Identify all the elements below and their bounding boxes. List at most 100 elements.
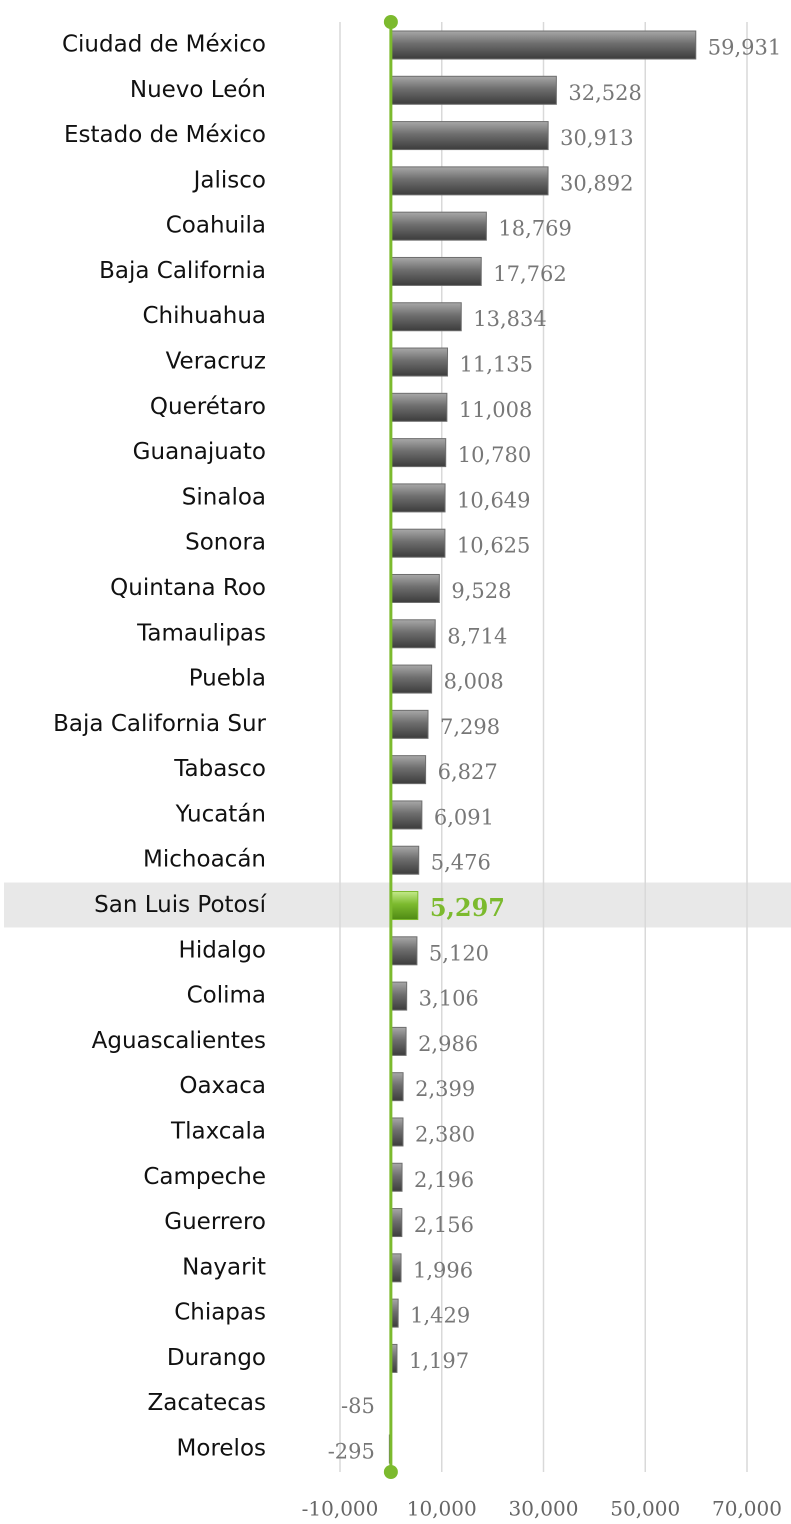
value-label: 10,649 — [457, 488, 530, 512]
category-label: Tamaulipas — [136, 620, 266, 646]
category-label: Puebla — [189, 666, 266, 692]
category-label: San Luis Potosí — [94, 892, 266, 918]
category-label: Estado de México — [64, 122, 266, 148]
category-label: Baja California — [99, 258, 266, 284]
category-label: Nuevo León — [130, 77, 266, 103]
bar — [390, 800, 423, 830]
value-label: 5,120 — [429, 941, 489, 965]
category-label: Michoacán — [143, 847, 266, 873]
category-label: Coahuila — [166, 213, 266, 239]
value-label: -295 — [328, 1440, 375, 1464]
category-label: Sonora — [185, 530, 266, 556]
bar — [390, 755, 427, 785]
category-label: Quintana Roo — [110, 575, 266, 601]
category-label: Zacatecas — [148, 1390, 266, 1416]
value-label: 59,931 — [708, 36, 781, 60]
bar — [390, 75, 557, 105]
category-label: Morelos — [177, 1436, 266, 1462]
category-label: Veracruz — [166, 349, 266, 375]
category-label: Colima — [187, 983, 266, 1009]
category-label: Hidalgo — [179, 937, 266, 963]
bar — [390, 166, 549, 196]
bar — [390, 121, 549, 151]
category-label: Jalisco — [192, 167, 266, 193]
bar — [390, 392, 448, 422]
bar — [390, 891, 419, 921]
bar — [390, 981, 408, 1011]
value-label: 9,528 — [451, 579, 511, 603]
value-label: 30,913 — [560, 126, 633, 150]
bar — [390, 528, 446, 558]
value-label: 17,762 — [493, 262, 566, 286]
category-label: Sinaloa — [182, 484, 266, 510]
x-tick-label: 10,000 — [407, 1497, 477, 1521]
value-label: 32,528 — [568, 81, 641, 105]
x-tick-label: -10,000 — [302, 1497, 379, 1521]
category-label: Ciudad de México — [62, 32, 266, 58]
bar — [390, 573, 440, 603]
value-label: 1,996 — [413, 1258, 473, 1282]
value-label: 1,429 — [410, 1304, 470, 1328]
bar — [390, 302, 462, 332]
category-label: Nayarit — [182, 1254, 266, 1280]
value-label: 11,135 — [460, 353, 533, 377]
bar — [390, 936, 418, 966]
category-label: Guerrero — [164, 1209, 266, 1235]
bar — [390, 619, 436, 649]
category-label: Tabasco — [173, 756, 266, 782]
category-label: Aguascalientes — [92, 1028, 266, 1054]
x-tick-label: 70,000 — [712, 1497, 782, 1521]
category-label: Yucatán — [175, 801, 266, 827]
bar — [390, 1208, 403, 1238]
value-label: 2,399 — [415, 1077, 475, 1101]
value-label: 6,827 — [438, 760, 498, 784]
bar — [390, 211, 487, 241]
value-label: 5,297 — [430, 893, 505, 922]
bar — [390, 1162, 403, 1192]
bar — [390, 256, 482, 286]
category-label: Querétaro — [150, 394, 266, 420]
value-label: 30,892 — [560, 171, 633, 195]
bar — [390, 483, 446, 513]
category-label: Oaxaca — [179, 1073, 266, 1099]
value-label: 6,091 — [434, 805, 494, 829]
category-label: Guanajuato — [133, 439, 266, 465]
bar — [390, 845, 420, 875]
value-label: 8,008 — [444, 670, 504, 694]
value-label: 11,008 — [459, 398, 532, 422]
category-label: Baja California Sur — [53, 711, 266, 737]
bar — [390, 347, 449, 377]
bar — [390, 30, 697, 60]
bar — [390, 1253, 402, 1283]
value-label: 13,834 — [473, 307, 546, 331]
value-label: 10,625 — [457, 534, 530, 558]
value-label: 2,986 — [418, 1032, 478, 1056]
value-label: 10,780 — [458, 443, 531, 467]
value-label: 2,156 — [414, 1213, 474, 1237]
category-label: Chiapas — [174, 1300, 266, 1326]
value-label: -85 — [341, 1394, 375, 1418]
bar — [390, 664, 433, 694]
bar — [390, 1072, 404, 1102]
category-label: Tlaxcala — [170, 1118, 266, 1144]
category-label: Campeche — [143, 1164, 266, 1190]
axis-dot — [383, 15, 398, 29]
category-label: Chihuahua — [142, 303, 266, 329]
x-tick-label: 30,000 — [509, 1497, 579, 1521]
value-label: 2,380 — [415, 1122, 475, 1146]
value-label: 7,298 — [440, 715, 500, 739]
axis-dot — [383, 1465, 398, 1479]
value-label: 2,196 — [414, 1168, 474, 1192]
x-tick-label: 50,000 — [610, 1497, 680, 1521]
value-label: 3,106 — [419, 987, 479, 1011]
bar — [390, 1026, 407, 1056]
value-label: 18,769 — [498, 217, 571, 241]
bar — [390, 1117, 404, 1147]
bar — [390, 438, 447, 468]
bar — [390, 709, 429, 739]
value-label: 1,197 — [409, 1349, 469, 1373]
value-label: 8,714 — [447, 624, 507, 648]
category-label: Durango — [167, 1345, 266, 1371]
